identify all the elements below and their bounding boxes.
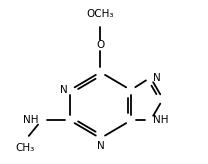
Text: N: N [97,141,104,151]
Text: N: N [60,85,67,95]
Text: N: N [153,72,161,82]
Text: CH₃: CH₃ [16,143,35,153]
Text: OCH₃: OCH₃ [87,10,114,20]
Text: NH: NH [23,115,39,125]
Text: NH: NH [153,115,169,125]
Text: O: O [96,40,105,50]
